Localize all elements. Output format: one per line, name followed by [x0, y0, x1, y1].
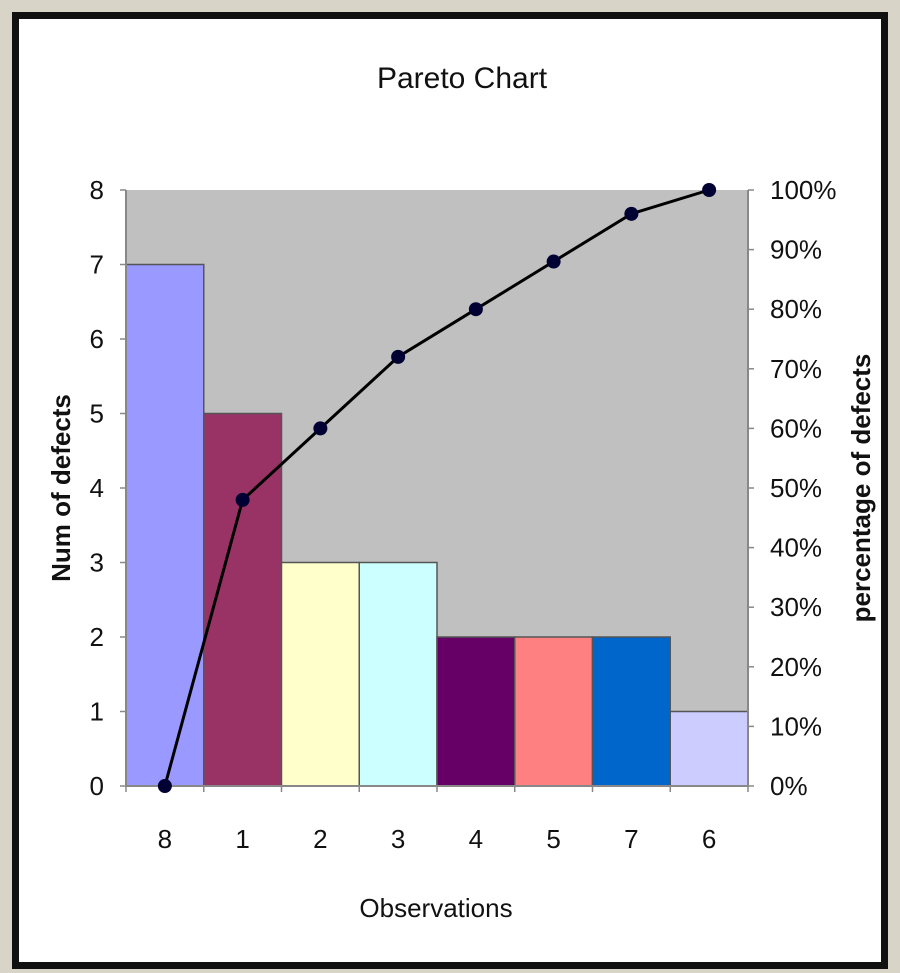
y2-tick-label: 0%	[770, 771, 808, 801]
bar-6	[669, 710, 749, 787]
y2-tick-label: 100%	[770, 175, 837, 205]
secondary-y-axis-label: percentage of defects	[846, 354, 876, 623]
y-tick-label: 6	[90, 324, 104, 354]
bar-8	[125, 263, 205, 787]
cumulative-point-6	[702, 183, 717, 197]
y-tick-label: 0	[90, 771, 104, 801]
bar-3	[358, 561, 438, 787]
cumulative-point-1	[235, 492, 250, 507]
x-tick-label: 1	[235, 824, 249, 854]
y2-tick-label: 10%	[770, 711, 822, 741]
y-tick-label: 4	[90, 473, 104, 503]
bar-4	[436, 636, 516, 787]
cumulative-point-5	[546, 254, 561, 269]
y-tick-label: 8	[90, 175, 104, 205]
y2-tick-label: 60%	[770, 413, 822, 443]
x-tick-label: 7	[624, 824, 638, 854]
x-tick-label: 5	[546, 824, 560, 854]
x-tick-label: 3	[391, 824, 405, 854]
bar-5	[514, 636, 594, 787]
x-axis-label: Observations	[359, 893, 512, 923]
cumulative-percentage-line	[163, 188, 710, 787]
x-tick-label: 8	[158, 824, 172, 854]
y2-tick-label: 90%	[770, 235, 822, 265]
y2-tick-label: 20%	[770, 652, 822, 682]
y-axis-label: Num of defects	[46, 394, 76, 582]
x-tick-label: 4	[469, 824, 483, 854]
bar-2	[280, 561, 360, 787]
x-tick-label: 6	[702, 824, 716, 854]
y-tick-label: 2	[90, 622, 104, 652]
x-tick-label: 2	[313, 824, 327, 854]
cumulative-point-2	[313, 421, 328, 436]
cumulative-point-7	[624, 206, 639, 221]
y2-tick-label: 50%	[770, 473, 822, 503]
chart-title: Pareto Chart	[377, 62, 548, 95]
cumulative-point-8	[157, 779, 172, 793]
y2-tick-label: 30%	[770, 592, 822, 622]
y-tick-label: 7	[90, 250, 104, 280]
y2-tick-label: 70%	[770, 354, 822, 384]
y2-tick-label: 40%	[770, 533, 822, 563]
y-tick-label: 5	[90, 399, 104, 429]
cumulative-point-3	[391, 349, 406, 364]
y-tick-label: 1	[90, 697, 104, 727]
y2-tick-label: 80%	[770, 294, 822, 324]
cumulative-point-4	[468, 302, 483, 317]
bar-7	[591, 636, 671, 787]
y-tick-label: 3	[90, 548, 104, 578]
